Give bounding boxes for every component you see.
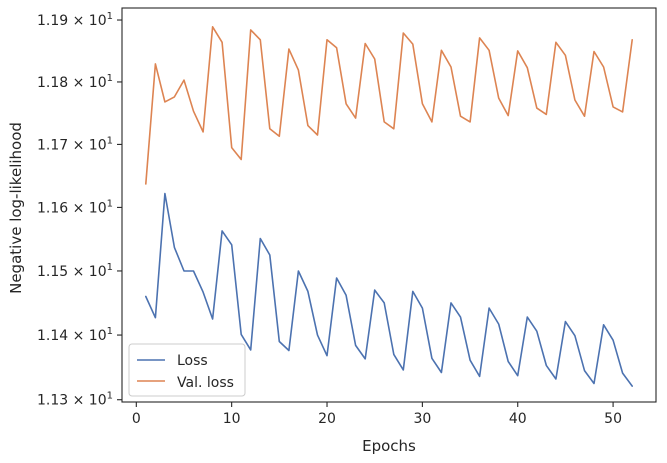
y-axis-label: Negative log-likelihood: [7, 122, 25, 294]
y-tick-label: 1.14 × 101: [37, 326, 113, 344]
legend-label-val-loss: Val. loss: [177, 375, 234, 391]
legend-box: [128, 343, 246, 397]
x-axis-label: Epochs: [362, 437, 416, 455]
y-tick-label: 1.16 × 101: [37, 198, 113, 216]
y-tick-label: 1.17 × 101: [37, 135, 113, 153]
series-line-val-loss: [145, 25, 634, 185]
y-tick-label: 1.18 × 101: [37, 73, 113, 91]
x-axis: 0 10 20 30 40 50: [132, 402, 622, 427]
x-tick-label: 20: [318, 411, 336, 427]
x-tick-label: 0: [132, 411, 141, 427]
legend-label-loss: Loss: [177, 353, 208, 369]
series-line-loss: [145, 192, 634, 387]
legend: Loss Val. loss: [128, 343, 246, 397]
y-tick-label: 1.15 × 101: [37, 262, 113, 280]
x-tick-label: 50: [604, 411, 622, 427]
y-axis: 1.13 × 101 1.14 × 101 1.15 × 101 1.16 × 101…: [37, 11, 122, 409]
x-tick-label: 30: [413, 411, 431, 427]
plot-frame: [121, 7, 657, 403]
y-tick-label: 1.13 × 101: [37, 391, 113, 409]
x-tick-label: 40: [509, 411, 527, 427]
y-tick-label: 1.19 × 101: [37, 11, 113, 29]
x-tick-label: 10: [223, 411, 241, 427]
